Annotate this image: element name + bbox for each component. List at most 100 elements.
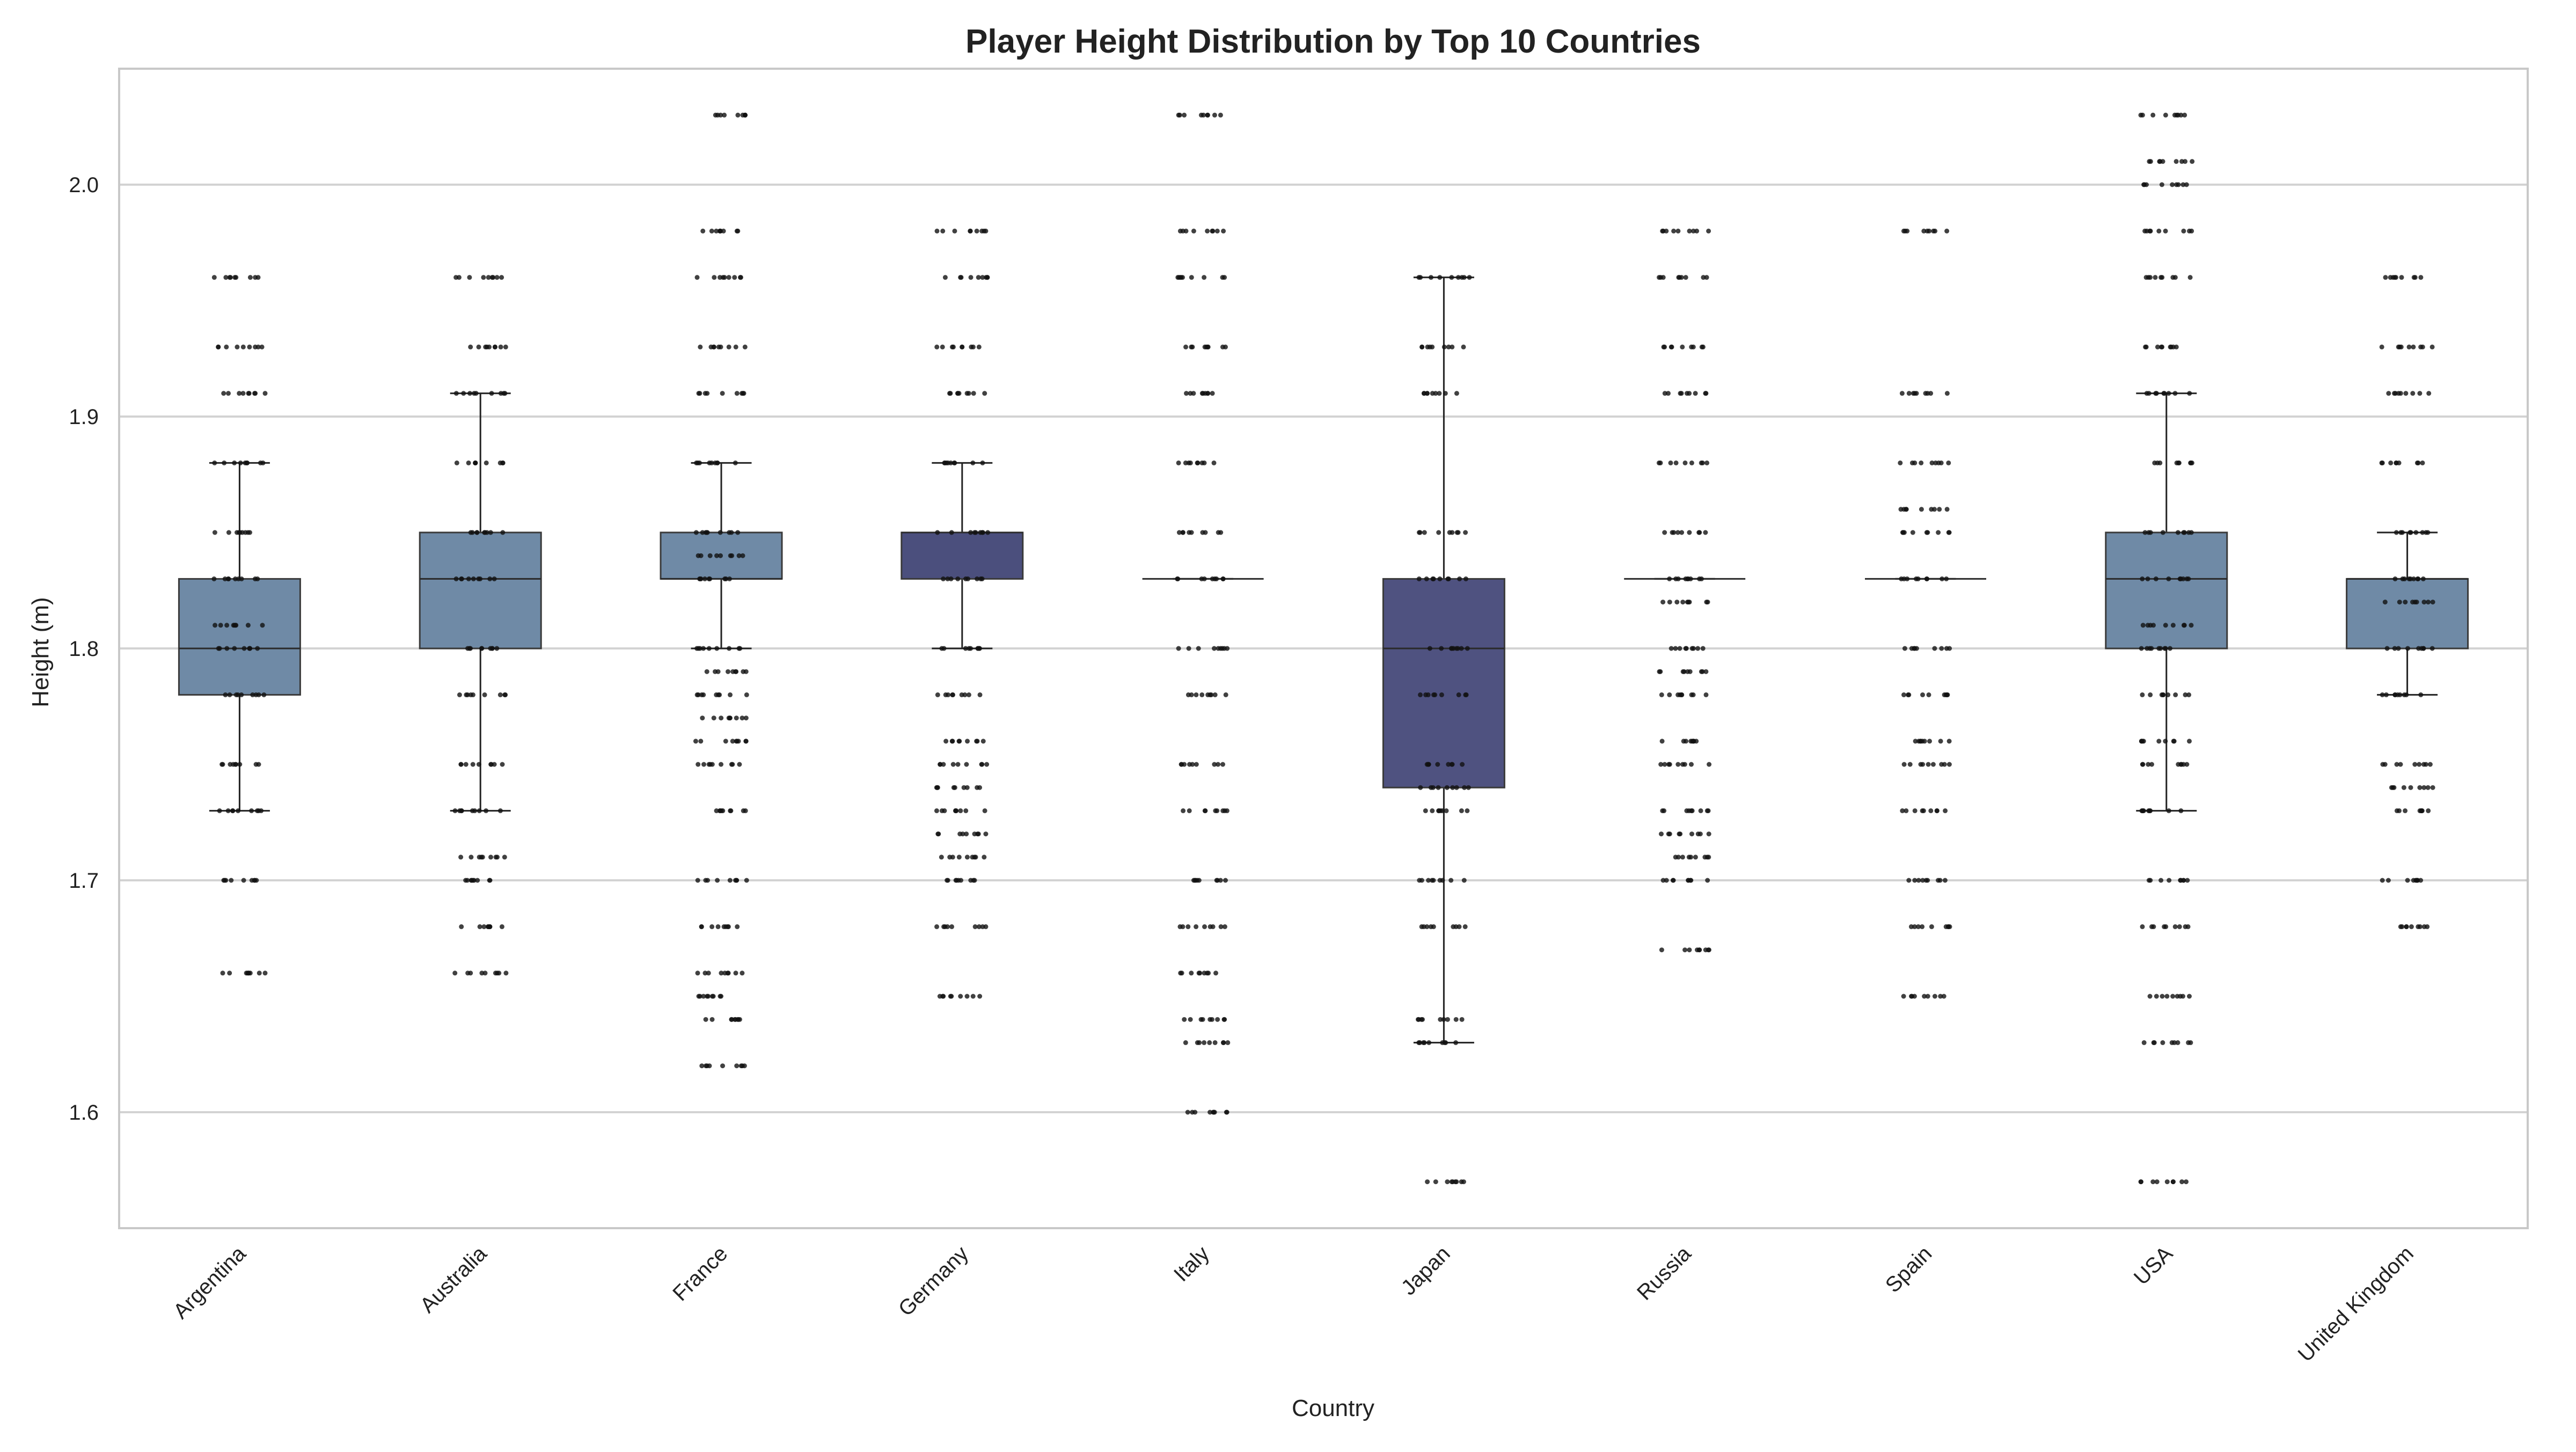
data-point (719, 762, 723, 767)
data-point (693, 739, 698, 744)
data-point (936, 831, 941, 837)
data-point (718, 530, 723, 535)
data-point (2427, 762, 2433, 767)
data-point (1457, 924, 1462, 929)
data-point (232, 460, 237, 465)
box-australia (419, 392, 542, 812)
data-point (1704, 808, 1710, 813)
data-point (744, 878, 749, 883)
data-point (1916, 878, 1921, 883)
data-point (719, 808, 724, 813)
data-point (1446, 762, 1451, 767)
data-point (2182, 112, 2187, 118)
data-point (984, 275, 989, 280)
data-point (459, 924, 464, 929)
data-point (1693, 855, 1698, 860)
data-point (1463, 576, 1468, 581)
data-point (1204, 344, 1209, 349)
data-point (1686, 808, 1692, 813)
data-point (1939, 646, 1944, 651)
data-point (487, 878, 493, 883)
data-point (704, 669, 709, 674)
data-point (2392, 576, 2398, 581)
data-point (1679, 530, 1685, 535)
data-point (223, 275, 229, 280)
data-point (497, 808, 503, 813)
data-point (1695, 831, 1701, 837)
data-point (2183, 159, 2188, 164)
data-point (1206, 971, 1211, 976)
data-point (1416, 1040, 1422, 1045)
data-point (2168, 646, 2172, 651)
data-point (222, 460, 227, 465)
data-point (1912, 924, 1918, 929)
data-point (2151, 1040, 2156, 1045)
data-point (1462, 924, 1468, 929)
data-point (1912, 878, 1918, 883)
data-point (948, 460, 954, 465)
data-point (239, 576, 244, 581)
data-point (2178, 112, 2184, 118)
data-point (1420, 1017, 1425, 1022)
data-point (1220, 576, 1226, 581)
data-point (1450, 762, 1455, 767)
data-point (1937, 878, 1943, 883)
data-point (216, 646, 221, 651)
data-point (2183, 692, 2188, 697)
data-point (2414, 460, 2420, 465)
data-point (1199, 391, 1205, 396)
data-point (980, 275, 985, 280)
data-point (2146, 275, 2151, 280)
data-point (2189, 530, 2194, 535)
data-point (2184, 762, 2190, 767)
data-point (740, 971, 745, 976)
data-point (1444, 808, 1449, 813)
data-point (695, 878, 700, 883)
data-point (1225, 1040, 1231, 1045)
data-point (229, 878, 234, 883)
data-point (2421, 785, 2427, 790)
data-point (1220, 762, 1225, 767)
data-point (1176, 530, 1182, 535)
data-point (956, 739, 962, 744)
data-point (700, 228, 706, 234)
data-point (2170, 182, 2175, 187)
data-point (1658, 762, 1664, 767)
data-point (2394, 808, 2399, 813)
data-point (719, 994, 723, 999)
data-point (1705, 878, 1710, 883)
data-point (2187, 275, 2193, 280)
data-point (494, 275, 500, 280)
data-point (978, 576, 983, 581)
data-point (2140, 739, 2145, 744)
data-point (1944, 391, 1950, 396)
data-point (457, 692, 462, 697)
data-point (2425, 924, 2430, 929)
data-point (1422, 391, 1427, 396)
data-point (722, 112, 727, 118)
data-point (698, 344, 703, 349)
data-point (2184, 576, 2190, 581)
data-point (2155, 344, 2160, 349)
data-point (1424, 762, 1430, 767)
data-point (695, 971, 700, 976)
data-point (2426, 600, 2431, 605)
data-point (1902, 646, 1907, 651)
data-point (465, 971, 471, 976)
data-point (1454, 391, 1459, 396)
data-point (1703, 669, 1709, 674)
data-point (934, 808, 939, 813)
data-point (1929, 460, 1935, 465)
data-point (735, 530, 741, 535)
data-point (2410, 600, 2415, 605)
data-point (2170, 994, 2176, 999)
data-point (482, 692, 487, 697)
data-point (2159, 344, 2164, 349)
data-point (727, 530, 732, 535)
data-point (233, 623, 239, 628)
data-point (2187, 391, 2192, 396)
data-point (1205, 391, 1211, 396)
data-point (701, 762, 706, 767)
data-point (960, 344, 965, 349)
